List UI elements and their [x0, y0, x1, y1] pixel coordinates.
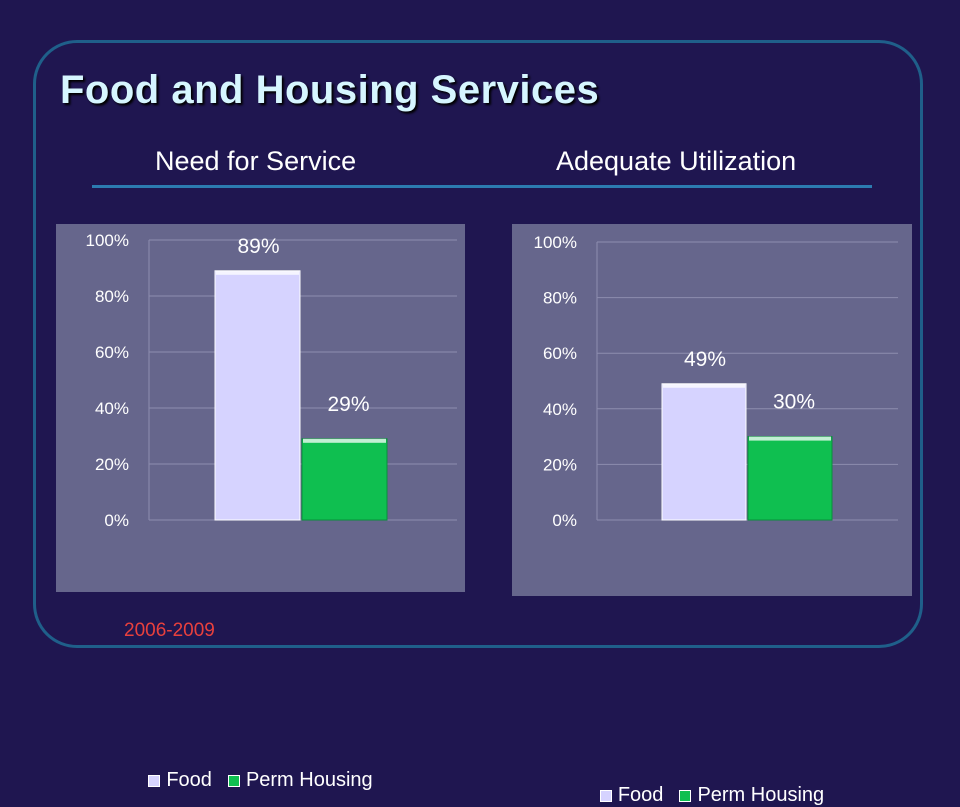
legend-swatch-food	[599, 789, 612, 802]
data-label-perm-housing: 29%	[327, 393, 369, 416]
y-tick-label: 60%	[95, 343, 129, 362]
bar-food	[214, 270, 301, 521]
bar-highlight-food	[216, 270, 299, 275]
bar-perm-housing	[301, 438, 388, 521]
y-tick-label: 20%	[543, 455, 577, 474]
legend-item-food: Food	[148, 769, 212, 792]
legend-label-perm-housing: Perm Housing	[697, 784, 825, 806]
y-tick-label: 0%	[104, 511, 129, 530]
y-tick-label: 0%	[552, 511, 577, 530]
bar-perm-housing	[747, 436, 833, 521]
bar-highlight-perm-housing	[303, 438, 386, 443]
legend-item-food: Food	[599, 784, 664, 807]
legend-swatch-food	[148, 774, 161, 787]
subtitle-need-for-service: Need for Service	[155, 146, 357, 176]
y-tick-label: 60%	[543, 344, 577, 363]
legend-label-perm-housing: Perm Housing	[245, 769, 373, 791]
bar-highlight-food	[663, 383, 745, 388]
chart-adequate-utilization-svg: 0% 20% 40% 60% 80% 100% 49% 30%	[534, 233, 898, 530]
legend-label-food: Food	[166, 769, 212, 791]
slide-title: Food and Housing Services	[60, 68, 600, 112]
chart-adequate-utilization-legend: Food Perm Housing	[512, 784, 912, 807]
chart-need-for-service-svg: 0% 20% 40% 60% 80% 100% 89% 29%	[86, 231, 457, 530]
y-tick-label: 80%	[543, 289, 577, 308]
y-tick-label: 80%	[95, 287, 129, 306]
y-tick-label: 40%	[543, 400, 577, 419]
chart-adequate-utilization: 0% 20% 40% 60% 80% 100% 49% 30% Food Perm Housi…	[512, 224, 912, 806]
y-tick-label: 100%	[534, 233, 577, 252]
bar-food	[661, 383, 747, 521]
chart-need-for-service: 0% 20% 40% 60% 80% 100% 89% 29% Food Perm Housi…	[56, 224, 465, 791]
legend-item-perm-housing: Perm Housing	[227, 769, 373, 792]
legend-label-food: Food	[617, 784, 664, 806]
y-tick-label: 40%	[95, 399, 129, 418]
legend-swatch-perm-housing	[227, 774, 240, 787]
data-label-food: 49%	[684, 348, 726, 371]
slide-frame	[33, 40, 923, 648]
legend-swatch-perm-housing	[679, 789, 692, 802]
date-range-footnote: 2006-2009	[124, 620, 215, 641]
subtitle-adequate-utilization: Adequate Utilization	[556, 146, 797, 176]
bar-highlight-perm-housing	[749, 436, 831, 441]
chart-need-for-service-legend: Food Perm Housing	[56, 769, 465, 792]
y-tick-label: 100%	[86, 231, 129, 250]
data-label-food: 89%	[237, 235, 279, 258]
y-tick-label: 20%	[95, 455, 129, 474]
divider-line	[92, 185, 872, 188]
data-label-perm-housing: 30%	[773, 391, 815, 414]
legend-item-perm-housing: Perm Housing	[679, 784, 824, 807]
